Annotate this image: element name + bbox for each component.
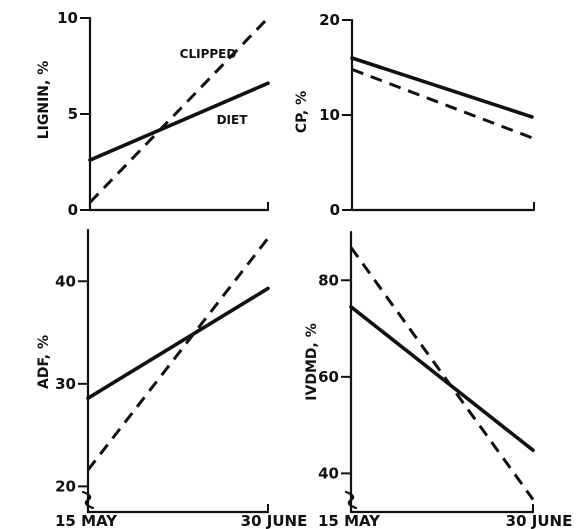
solid-series-line [350,56,534,119]
panel-ivdmd: 40 60 80 IVDMD, % 15 MAY 30 JUNE [304,230,573,529]
y-axis-label: LIGNIN, % [36,61,52,139]
x-tick-label: 15 MAY [318,512,381,529]
y-tick-label: 10 [319,106,340,124]
x-tick-label: 30 JUNE [241,512,308,529]
dashed-series-line [88,16,270,204]
y-tick-label: 0 [68,201,78,219]
y-tick-label: 30 [55,375,76,393]
y-axis-label: IVDMD, % [304,323,320,400]
x-tick-label: 30 JUNE [506,512,573,529]
y-axis-label: CP, % [294,91,310,133]
solid-series-line [349,305,535,453]
y-tick-label: 40 [318,464,339,482]
y-tick-label: 40 [55,272,76,290]
y-tick-label: 60 [318,368,339,386]
panel-adf: 20 30 40 ADF, % 15 MAY 30 JUNE [36,228,308,529]
dashed-series-line [351,67,533,140]
axis-break-mark [344,490,358,510]
x-tick-label: 15 MAY [55,512,118,529]
axis-break-mark [81,490,95,510]
panel-cp: 0 10 20 CP, % [294,11,536,219]
series-annotation-clipped: CLIPPED [180,47,237,61]
y-tick-label: 5 [68,105,78,123]
y-tick-label: 80 [318,271,339,289]
series-annotation-diet: DIET [217,113,249,127]
dashed-series-line [86,237,270,471]
y-tick-label: 20 [319,11,340,29]
panel-lignin: 0 5 10 LIGNIN, % CLIPPED DIET [36,9,270,219]
y-tick-label: 10 [57,9,78,27]
dashed-series-line [349,246,535,501]
y-tick-label: 0 [330,201,340,219]
y-tick-label: 20 [55,477,76,495]
solid-series-line [88,81,270,162]
solid-series-line [86,286,270,400]
y-axis-label: ADF, % [36,335,52,389]
